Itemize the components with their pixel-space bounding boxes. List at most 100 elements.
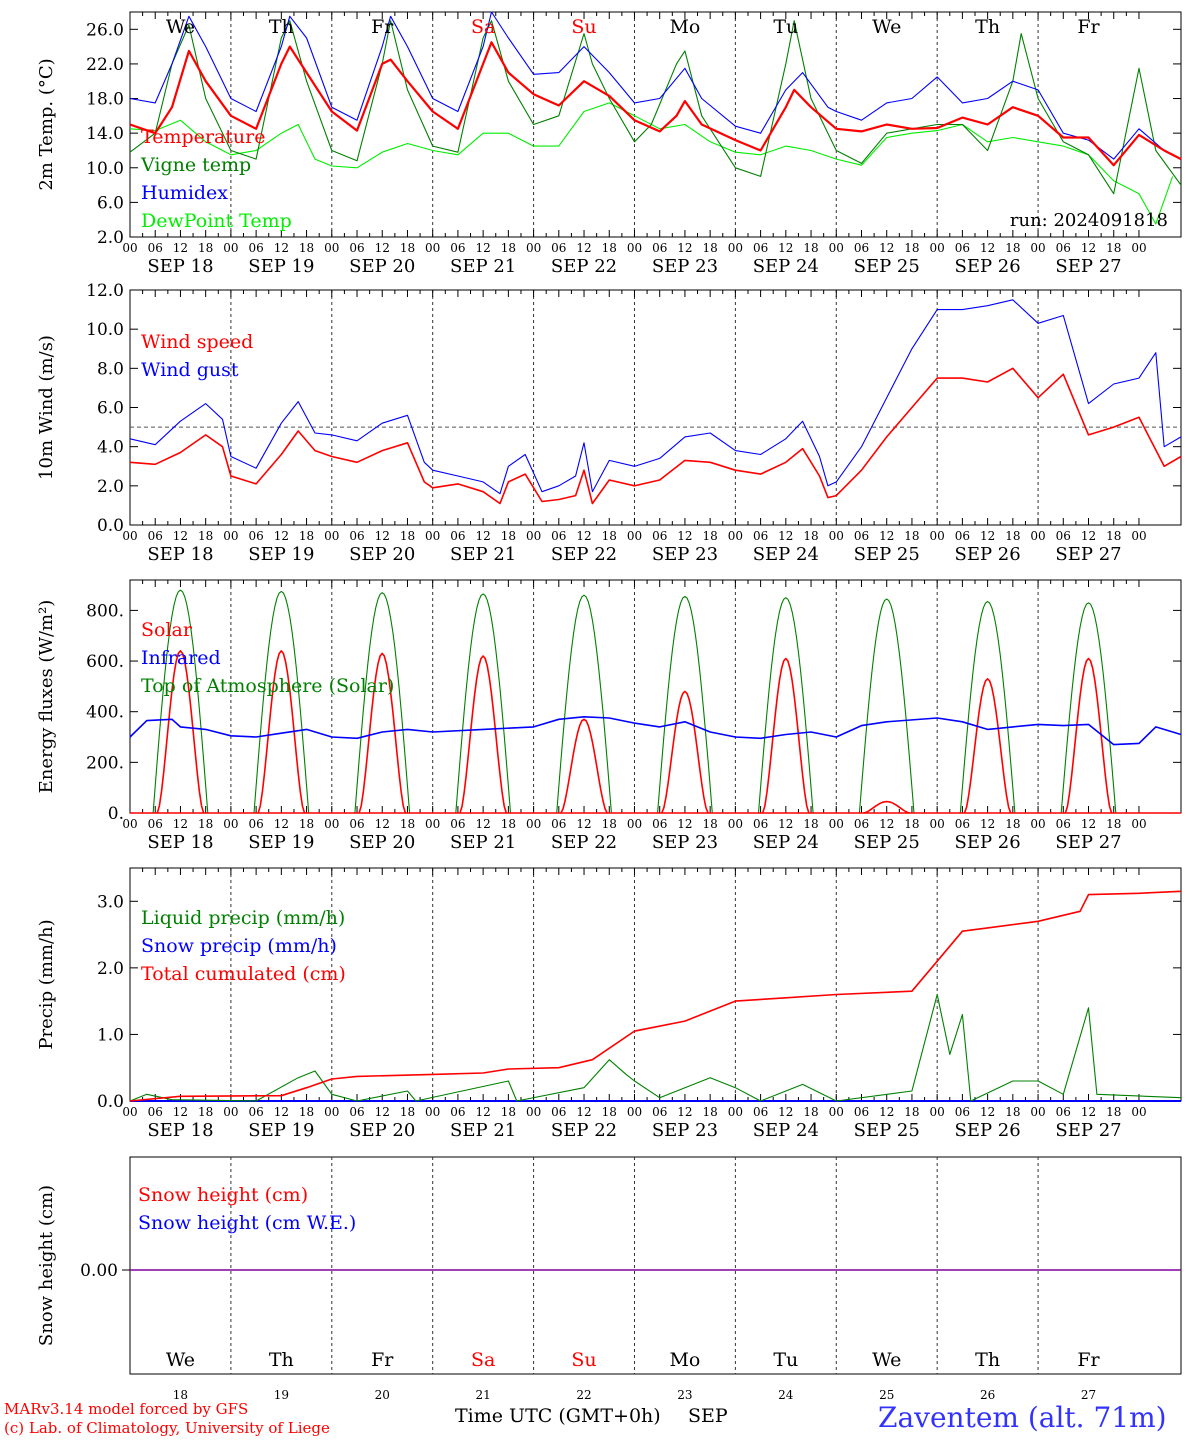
hour-tick-label: 18 (501, 241, 516, 255)
y-tick-label: 6.0 (97, 399, 124, 419)
hour-tick-label: 12 (677, 529, 692, 543)
date-label: SEP 19 (248, 832, 314, 853)
hour-tick-label: 06 (248, 817, 263, 831)
hour-tick-label: 00 (930, 241, 945, 255)
hour-tick-label: 00 (223, 817, 238, 831)
y-axis-label: Precip (mm/h) (36, 919, 57, 1049)
date-label: SEP 27 (1055, 256, 1121, 277)
date-label: SEP 21 (450, 1120, 516, 1141)
hour-tick-label: 06 (450, 529, 465, 543)
hour-tick-label: 00 (930, 817, 945, 831)
hour-tick-label: 06 (955, 241, 970, 255)
day-name: Th (975, 16, 1000, 38)
hour-tick-label: 18 (501, 529, 516, 543)
hour-tick-label: 18 (400, 817, 415, 831)
hour-tick-label: 06 (1056, 817, 1071, 831)
hour-tick-label: 00 (1030, 529, 1045, 543)
day-number: 21 (475, 1388, 490, 1402)
toa-curve (253, 590, 310, 814)
hour-tick-label: 00 (425, 1105, 440, 1119)
hour-tick-label: 00 (425, 817, 440, 831)
hour-tick-label: 12 (173, 241, 188, 255)
toa-curve (556, 594, 612, 814)
hour-tick-label: 00 (627, 529, 642, 543)
x-axis-label: Time UTC (GMT+0h) (455, 1405, 661, 1427)
legend-entry: Liquid precip (mm/h) (141, 907, 345, 929)
series-line (129, 367, 1182, 505)
hour-tick-label: 18 (1005, 1105, 1020, 1119)
date-label: SEP 23 (652, 832, 718, 853)
y-tick-label: 3.0 (97, 892, 124, 912)
hour-tick-label: 06 (248, 1105, 263, 1119)
hour-tick-label: 06 (753, 241, 768, 255)
date-label: SEP 27 (1055, 544, 1121, 565)
date-label: SEP 25 (854, 1120, 920, 1141)
hour-tick-label: 06 (753, 817, 768, 831)
day-name: Sa (471, 1349, 495, 1371)
y-tick-label: 0.00 (80, 1261, 118, 1281)
hour-tick-label: 00 (324, 1105, 339, 1119)
hour-tick-label: 00 (829, 529, 844, 543)
series-line (129, 993, 1182, 1102)
panel-frame (129, 11, 1182, 238)
hour-tick-label: 18 (904, 529, 919, 543)
legend-entry: Snow height (cm W.E.) (138, 1212, 356, 1234)
hour-tick-label: 00 (425, 529, 440, 543)
date-label: SEP 23 (652, 256, 718, 277)
hour-tick-label: 00 (223, 241, 238, 255)
day-name: Th (269, 1349, 294, 1371)
date-label: SEP 27 (1055, 1120, 1121, 1141)
hour-tick-label: 12 (879, 529, 894, 543)
hour-tick-label: 12 (980, 529, 995, 543)
date-label: SEP 21 (450, 544, 516, 565)
hour-tick-label: 00 (1030, 817, 1045, 831)
day-name: Su (571, 16, 596, 38)
panel-1: 2.0 6.0 10.0 14.0 18.0 22.0 26.0 2m Temp. (°C) 0… (36, 11, 1182, 277)
hour-tick-label: 00 (122, 529, 137, 543)
day-name: We (872, 1349, 901, 1371)
y-axis-label: 10m Wind (m/s) (36, 335, 57, 480)
hour-tick-label: 12 (173, 817, 188, 831)
hour-tick-label: 00 (930, 1105, 945, 1119)
hour-tick-label: 00 (324, 817, 339, 831)
legend-entry: Vigne temp (140, 154, 251, 176)
hour-tick-label: 00 (728, 529, 743, 543)
hour-tick-label: 18 (1106, 817, 1121, 831)
day-name: Su (571, 1349, 596, 1371)
hour-tick-label: 00 (728, 241, 743, 255)
legend-entry: Temperature (141, 126, 265, 148)
hour-tick-label: 18 (198, 817, 213, 831)
day-number: 20 (375, 1388, 390, 1402)
hour-tick-label: 06 (854, 1105, 869, 1119)
series-line (129, 890, 1182, 1102)
panel-4: 0.0 1.0 2.0 3.0 Precip (mm/h) 00 06 12 18 00 06 12 1… (36, 867, 1182, 1141)
hour-tick-label: 06 (854, 529, 869, 543)
hour-tick-label: 06 (450, 1105, 465, 1119)
date-label: SEP 18 (147, 1120, 213, 1141)
day-name: Th (269, 16, 294, 38)
series-line (129, 299, 1182, 495)
date-label: SEP 21 (450, 256, 516, 277)
hour-tick-label: 00 (1131, 1105, 1146, 1119)
hour-tick-label: 12 (1081, 817, 1096, 831)
hour-tick-label: 00 (829, 1105, 844, 1119)
hour-tick-label: 18 (602, 529, 617, 543)
hour-tick-label: 12 (576, 241, 591, 255)
y-tick-label: 22.0 (86, 55, 124, 75)
date-label: SEP 20 (349, 544, 415, 565)
date-label: SEP 23 (652, 544, 718, 565)
hour-tick-label: 06 (349, 1105, 364, 1119)
date-label: SEP 22 (551, 1120, 617, 1141)
y-tick-label: 14.0 (86, 124, 124, 144)
day-number: 24 (778, 1388, 794, 1402)
hour-tick-label: 00 (627, 241, 642, 255)
solar-curve (761, 657, 810, 814)
hour-tick-label: 00 (1131, 817, 1146, 831)
date-label: SEP 25 (854, 256, 920, 277)
y-tick-label: 0.0 (97, 516, 124, 536)
hour-tick-label: 12 (1081, 241, 1096, 255)
hour-tick-label: 06 (551, 1105, 566, 1119)
date-label: SEP 25 (854, 544, 920, 565)
hour-tick-label: 06 (1056, 529, 1071, 543)
hour-tick-label: 18 (299, 529, 314, 543)
